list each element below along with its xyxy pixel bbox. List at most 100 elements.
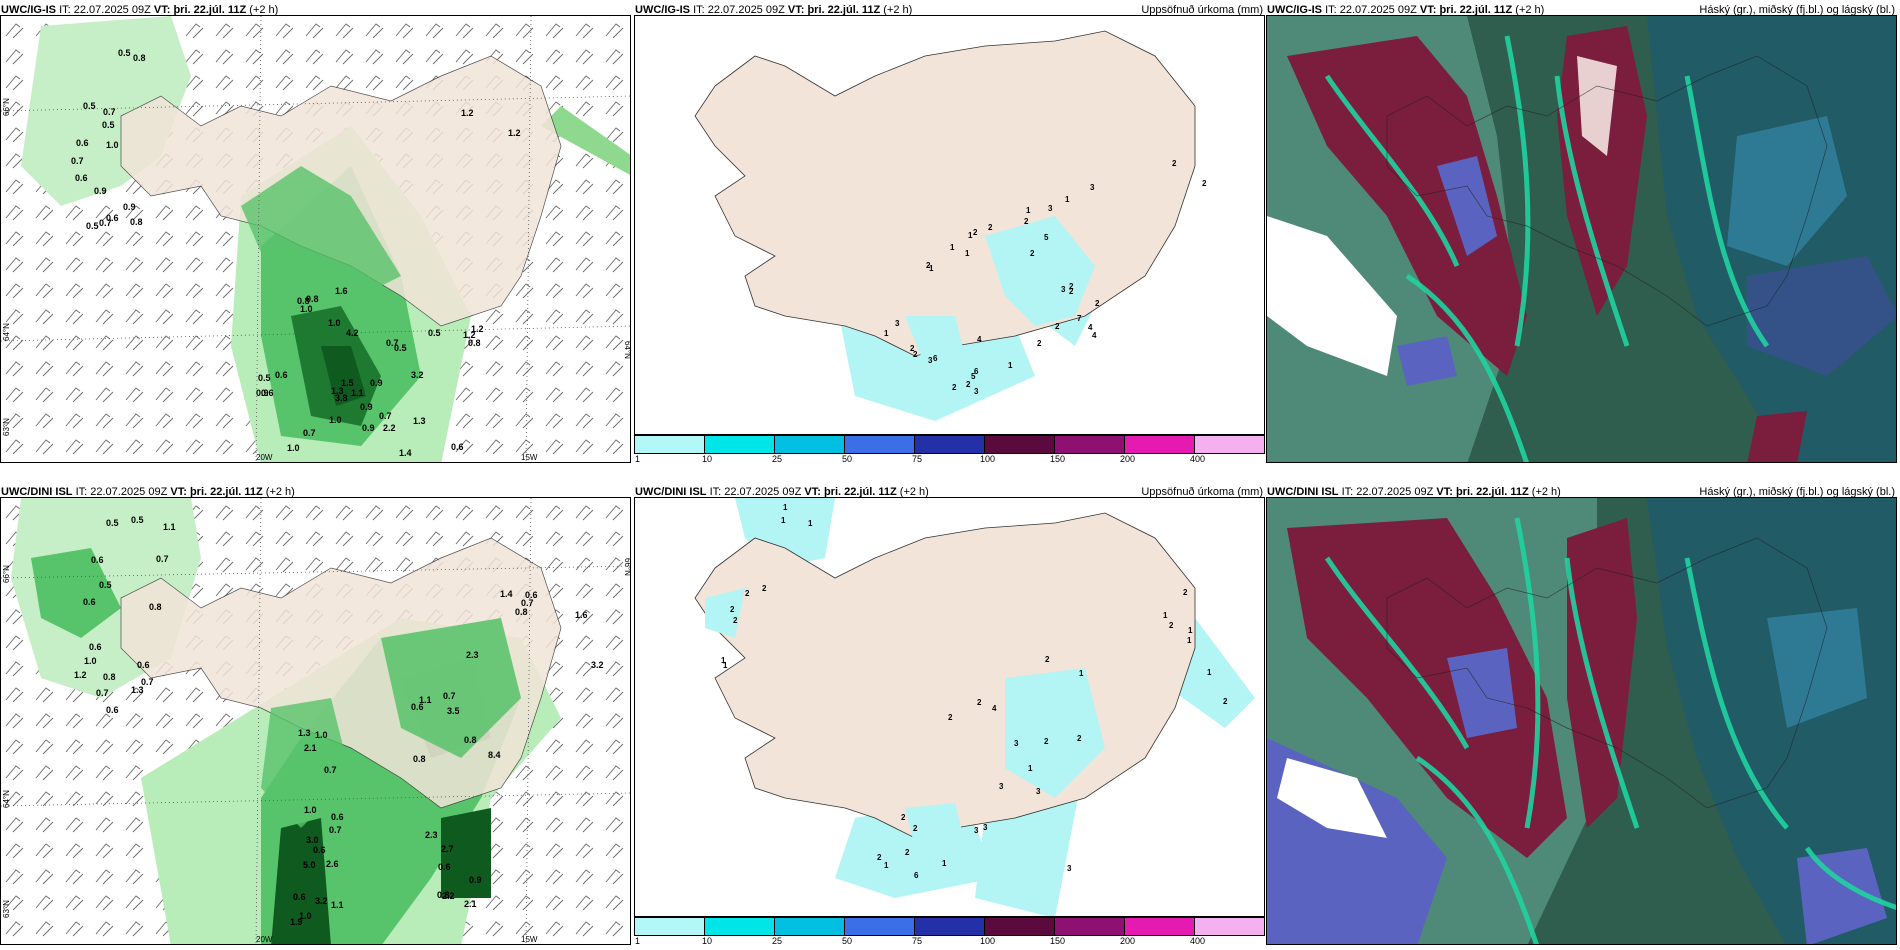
precip-value: 0.7 [141,677,154,687]
precip-value: 0.7 [99,218,112,228]
colorbar-swatch [635,436,705,453]
precip-value: 0.5 [118,48,131,58]
colorbar-swatch [1055,918,1125,935]
precip-value: 4 [1088,323,1093,332]
precip-value: 2 [977,698,982,707]
map-view[interactable] [1266,497,1897,945]
precip-value: 0.7 [521,598,534,608]
precip-value: 0.7 [324,765,337,775]
precip-value: 2.6 [326,859,339,869]
init-time: 22.07.2025 09Z [90,486,168,498]
precip-value: 3 [1036,787,1041,796]
precip-value: 0.7 [156,554,169,564]
precip-value: 0.8 [515,607,528,617]
colorbar-labels: 1 10 25 50 75 100 150 200 400 [634,936,1265,946]
precip-value: 3 [928,356,933,365]
cloud-area [1447,648,1517,738]
precip-value: 0.6 [76,138,89,148]
precip-value: 3.2 [411,370,424,380]
colorbar-swatch [845,436,915,453]
init-time: 22.07.2025 09Z [73,4,151,16]
map-view[interactable]: 11122221142121112212243221333322126312 [634,497,1265,917]
precip-value: 2 [1172,159,1177,168]
precip-value: 1.2 [461,108,474,118]
iceland-land [694,30,1196,357]
cloud-area [1287,36,1527,376]
precip-value: 0.6 [137,660,150,670]
cloud-area [1577,56,1617,156]
iceland-outline [1386,55,1828,327]
precip-value: 2.7 [441,844,454,854]
precip-value: 0.9 [123,202,136,212]
precip-value: 1 [1026,206,1031,215]
colorbar-label: 200 [1120,936,1136,946]
precip-colorbar: 1 10 25 50 75 100 150 200 400 [634,435,1265,464]
precip-value: 0.5 [258,373,271,383]
precip-value: 0.6 [83,597,96,607]
precip-value: 2 [1077,734,1082,743]
precip-area [381,618,521,758]
precip-value: 1.0 [328,318,341,328]
panel-title: Háský (gr.), miðský (fj.bl.) og lágský (… [1699,486,1895,498]
init-time: 22.07.2025 09Z [724,486,802,498]
precip-value: 5 [1044,233,1049,242]
precip-value: 0.5 [83,101,96,111]
precip-value: 2 [1024,217,1029,226]
precip-value: 2 [988,223,993,232]
precip-value: 1 [968,231,973,240]
precip-value: 2 [1069,287,1074,296]
precip-value: 0.6 [293,892,306,902]
precip-area [261,698,351,828]
map-view[interactable] [1266,15,1897,463]
precip-value-labels: 0.5 0.80.50.71.00.60.60.90.70.5 0.81.21.20… [71,48,521,458]
precip-value: 0.6 [75,173,88,183]
valid-time: þri. 22.júl. 11Z [807,4,881,16]
precip-value: 0.8 [306,294,319,304]
precip-value: 3 [974,387,979,396]
panel-header: UWC/IG-IS IT: 22.07.2025 09Z VT: þri. 22… [1267,4,1895,16]
precip-value: 2 [973,228,978,237]
precip-value: 1 [884,861,889,870]
lead-time: (+2 h) [899,486,929,498]
axis-label: 63°N [2,900,11,918]
map-view[interactable]: 66°N 64°N 63°N 20W 15W 64°N 0.5 0.8 0.5 0.7… [0,15,631,463]
precip-value: 1 [783,503,788,512]
panel-header: UWC/DINI ISL IT: 22.07.2025 09Z VT: þri.… [1267,486,1895,498]
colorbar-label: 75 [912,936,923,946]
precip-value: 1 [1188,626,1193,635]
precip-value: 2.3 [466,650,479,660]
precip-value: 3.2 [591,660,604,670]
precip-value: 2 [1030,249,1035,258]
precip-value: 1.1 [163,522,176,532]
cloud-area [1747,256,1896,376]
precip-value: 2 [733,616,738,625]
cloud-area [1267,216,1397,376]
precip-value: 1 [929,264,934,273]
precip-value: 0.7 [386,338,399,348]
colorbar-label: 400 [1190,454,1206,464]
precip-value: 5.0 [303,860,316,870]
precip-value: 1 [1187,636,1192,645]
precip-area [705,588,745,638]
precip-value: 1 [808,519,813,528]
precip-value: 1.6 [575,610,588,620]
panel-dini-wind-precip: UWC/DINI ISL IT: 22.07.2025 09Z VT: þri.… [0,482,631,950]
colorbar-swatches [634,917,1265,936]
cloud-area [1647,498,1896,944]
panel-title: Uppsöfnuð úrkoma (mm) [1141,4,1263,16]
precip-value: 1.0 [304,805,317,815]
precip-value: 0.7 [443,691,456,701]
colorbar-label: 25 [772,454,783,464]
colorbar-swatch [915,918,985,935]
cloud-area [1567,518,1637,828]
colorbar-swatch [1125,918,1195,935]
map-view[interactable]: 66°N 64°N 63°N 20W 15W 66°N 0.5 0.5 1.1 0.6… [0,497,631,945]
precip-value: 2 [1095,299,1100,308]
precip-value: 0.8 [149,602,162,612]
precip-value: 0.6 [106,705,119,715]
precip-area [905,316,965,366]
precip-value-labels: 11122221142121112212243221333322126312 [721,503,1228,880]
precip-value: 2 [1055,322,1060,331]
precip-value: 2 [1037,339,1042,348]
